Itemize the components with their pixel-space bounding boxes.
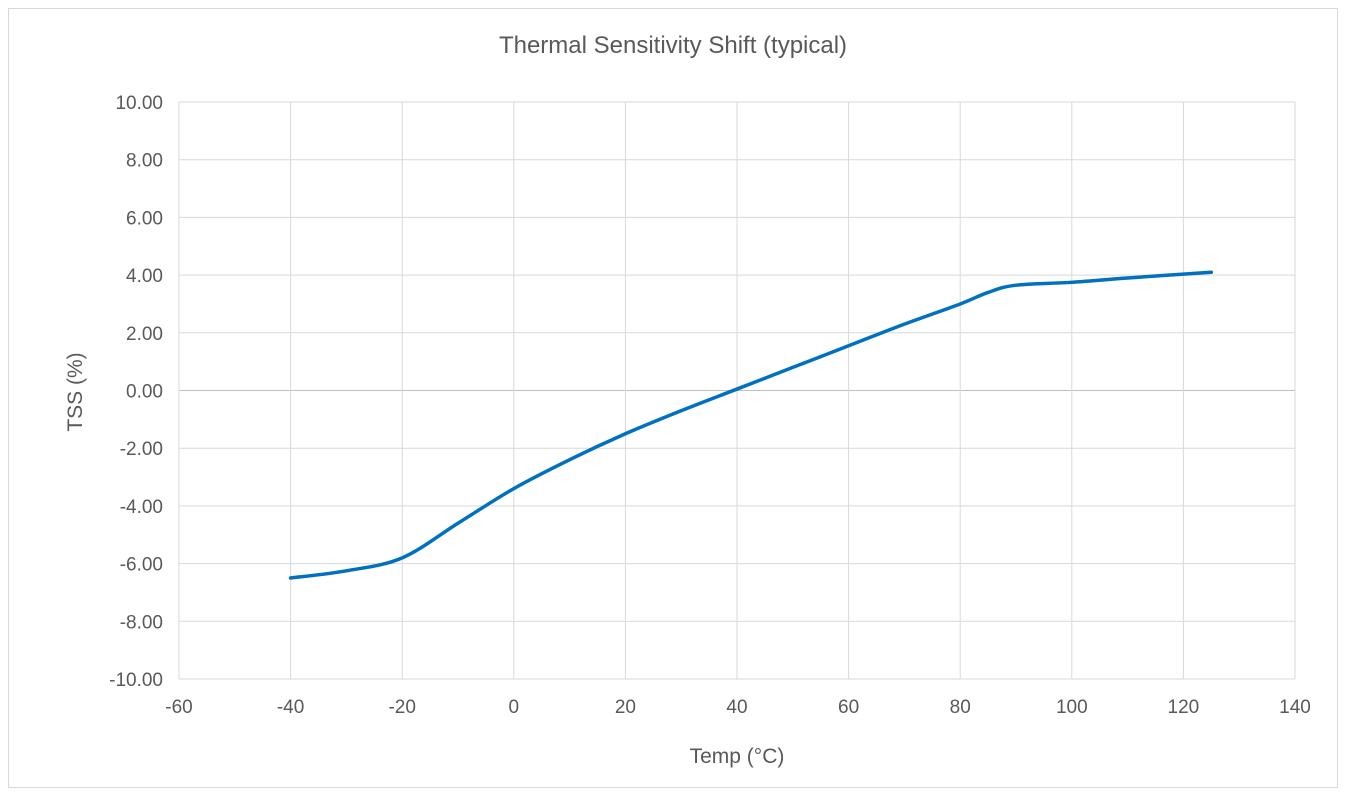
y-axis-ticks: 10.00 8.00 6.00 4.00 2.00 0.00 -2.00 -4.00 -6.00… (109, 93, 163, 691)
x-tick-label: -40 (277, 697, 304, 718)
y-tick-label: 0.00 (126, 382, 163, 403)
y-axis-title: TSS (%) (64, 352, 87, 431)
x-axis-ticks: -60 -40 -20 0 20 40 60 80 100 120 140 (165, 697, 1311, 718)
x-tick-label: 100 (1056, 697, 1088, 718)
series-line-tss (288, 270, 1214, 580)
x-tick-label: 140 (1279, 697, 1311, 718)
line-chart: Thermal Sensitivity Shift (typical) 10.0… (64, 32, 1311, 768)
x-tick-label: 80 (950, 697, 971, 718)
y-tick-label: -8.00 (120, 612, 163, 633)
y-tick-label: 4.00 (126, 266, 163, 287)
x-tick-label: 40 (726, 697, 747, 718)
y-tick-label: -6.00 (120, 555, 163, 576)
x-tick-label: -20 (388, 697, 415, 718)
y-tick-label: 8.00 (126, 151, 163, 172)
y-tick-label: 10.00 (115, 93, 163, 114)
chart-title: Thermal Sensitivity Shift (typical) (499, 32, 847, 59)
x-tick-label: 60 (838, 697, 859, 718)
x-axis-title: Temp (°C) (690, 745, 785, 768)
y-tick-label: 2.00 (126, 324, 163, 345)
x-tick-label: 120 (1168, 697, 1200, 718)
y-tick-label: 6.00 (126, 208, 163, 229)
x-tick-label: 0 (509, 697, 520, 718)
x-tick-label: -60 (165, 697, 192, 718)
chart-container: Thermal Sensitivity Shift (typical) 10.0… (8, 8, 1338, 788)
x-tick-label: 20 (615, 697, 636, 718)
y-tick-label: -10.00 (109, 670, 163, 691)
y-tick-label: -4.00 (120, 497, 163, 518)
series-layer (288, 270, 1214, 580)
y-tick-label: -2.00 (120, 439, 163, 460)
